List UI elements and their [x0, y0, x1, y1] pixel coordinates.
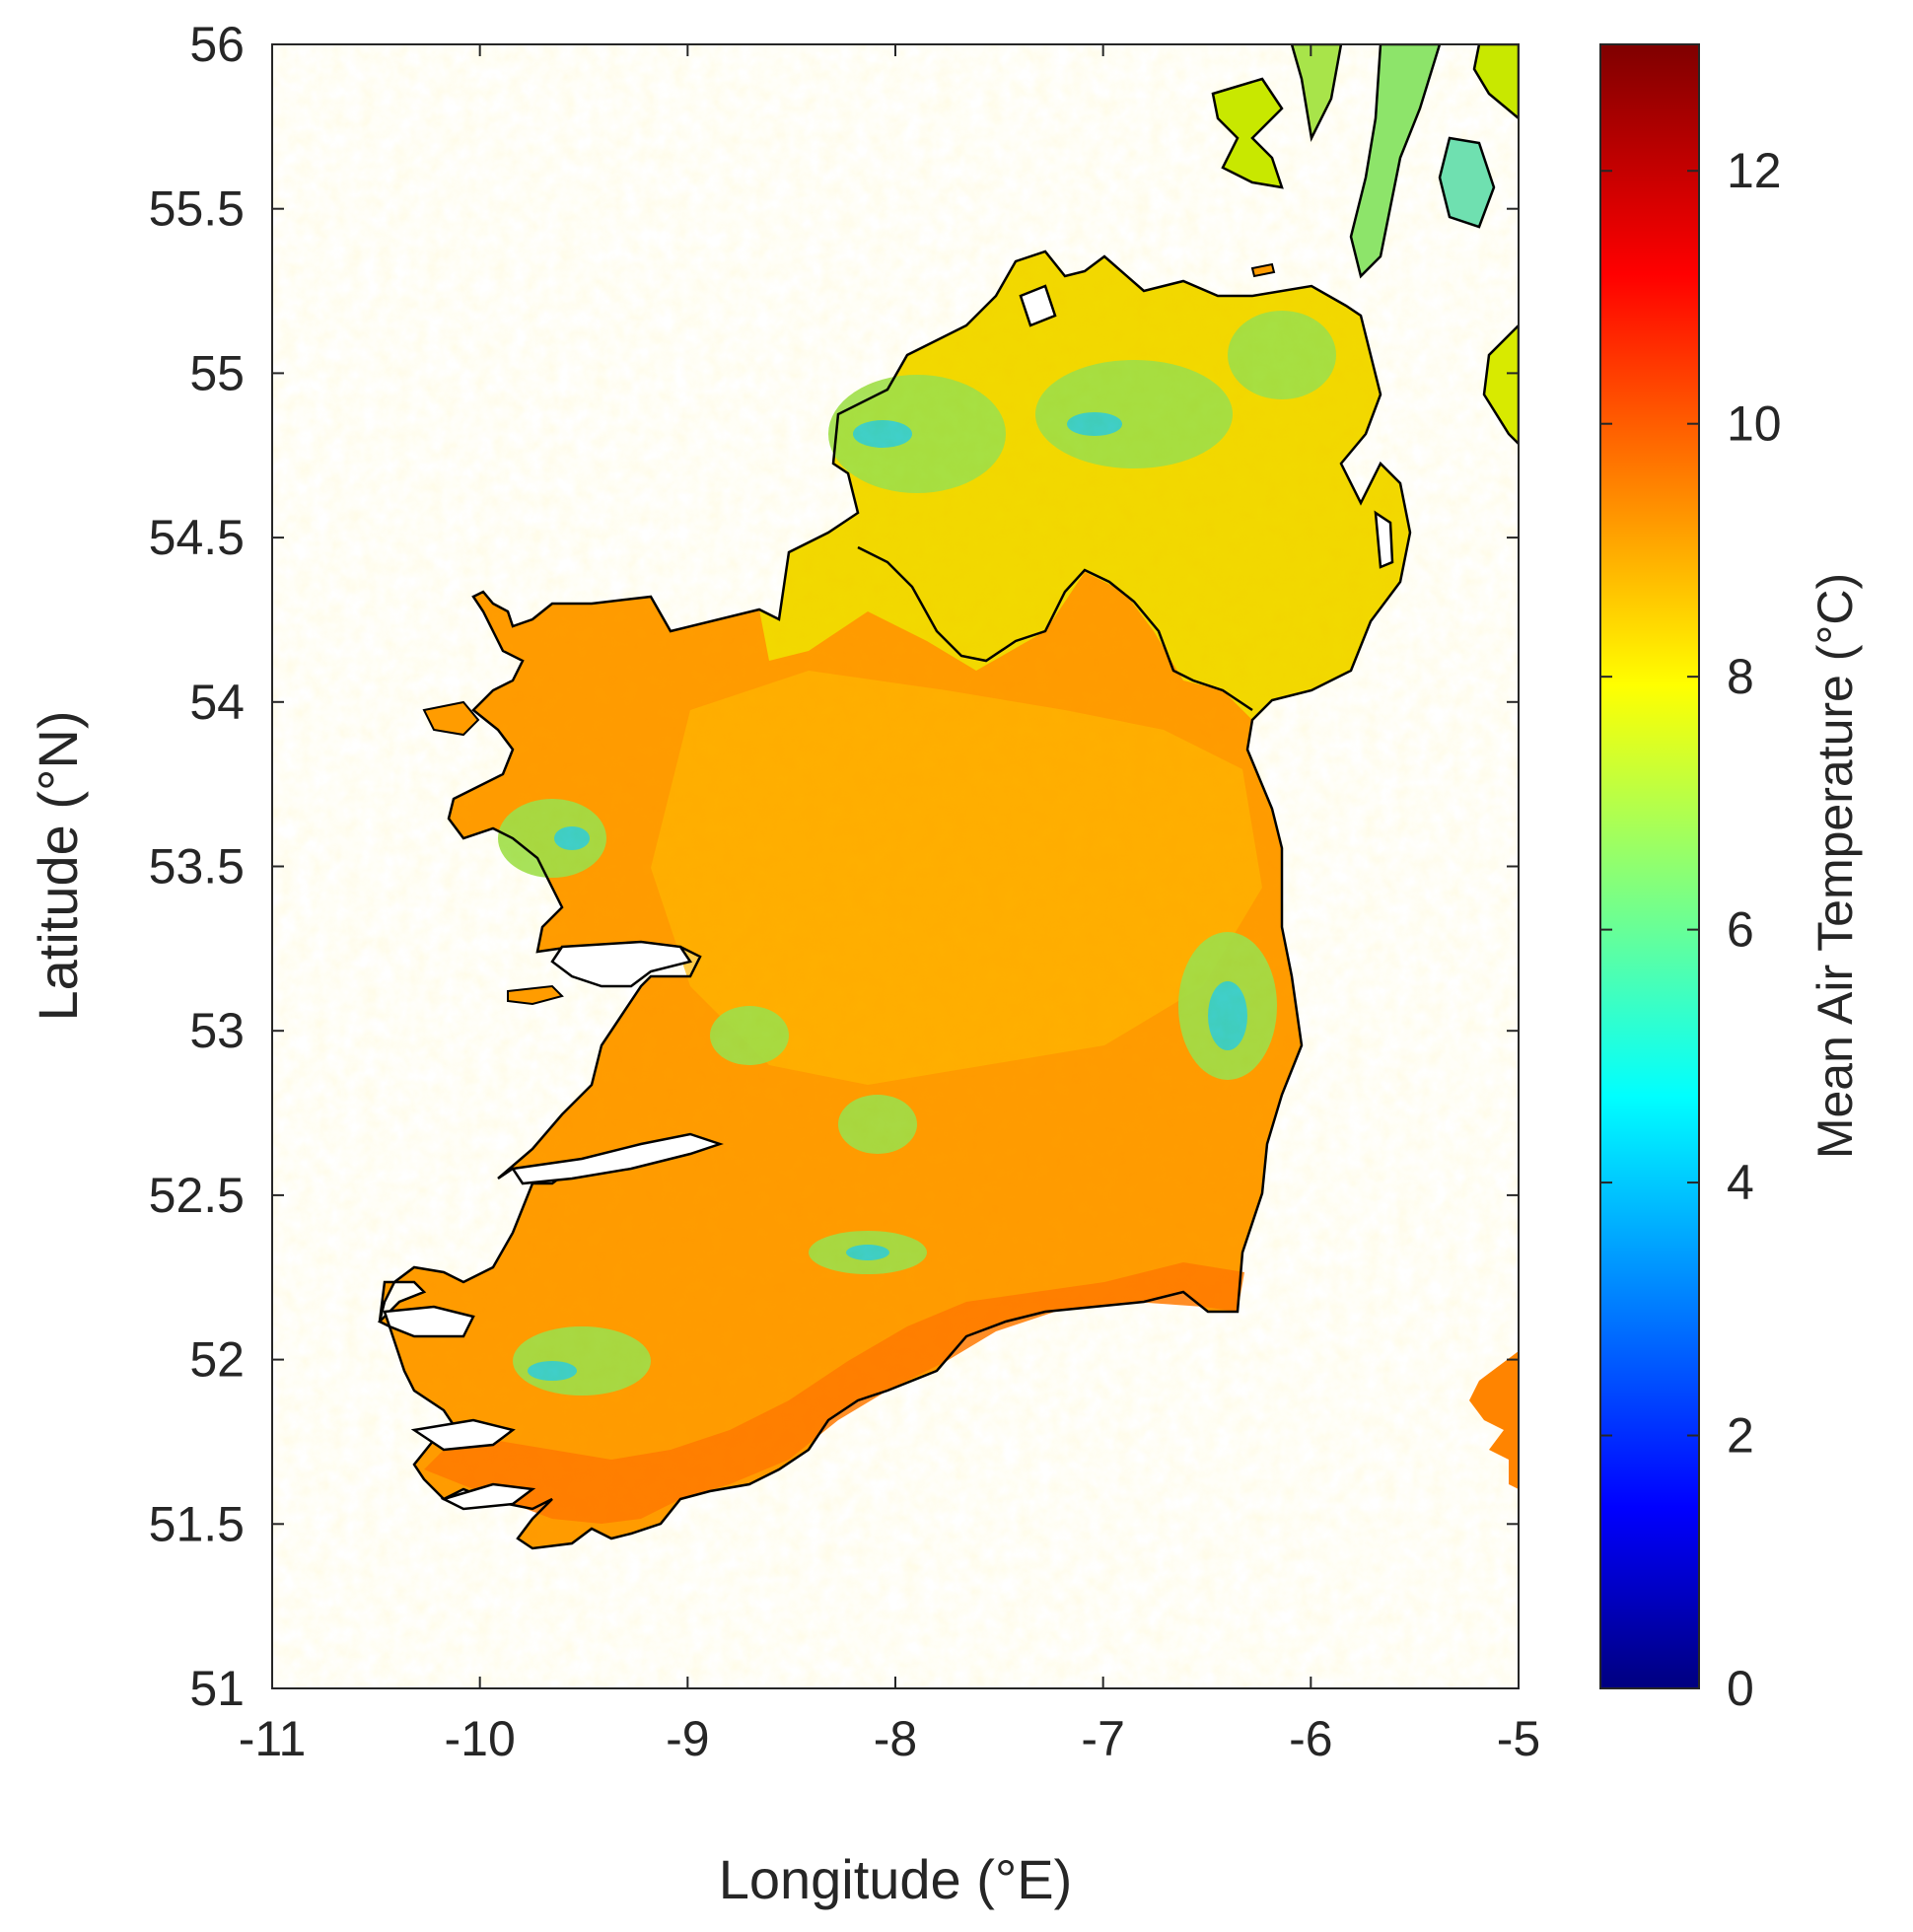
x-tick-label: -6	[1289, 1711, 1332, 1766]
y-tick-label: 55.5	[149, 181, 245, 237]
y-tick-label: 55	[189, 345, 245, 400]
colorbar-tick-label: 12	[1727, 143, 1782, 198]
y-tick-label: 53.5	[149, 839, 245, 894]
colorbar-tick-label: 6	[1727, 902, 1754, 958]
colorbar-tick-label: 0	[1727, 1661, 1754, 1716]
small-islands	[422, 262, 1276, 1006]
colorbar-tick-label: 2	[1727, 1408, 1754, 1464]
y-tick-label: 53	[189, 1003, 245, 1058]
wales-coast	[1469, 1351, 1519, 1489]
shannon-estuary	[510, 1132, 724, 1185]
colorbar-tick-label: 4	[1727, 1155, 1754, 1210]
ayrshire-coast	[1472, 44, 1519, 120]
x-tick-label: -5	[1497, 1711, 1540, 1766]
arran-island	[1438, 136, 1496, 229]
sea-inlets	[383, 284, 1394, 1511]
colorbar-gradient	[1599, 43, 1700, 1689]
x-axis: -11 -10 -9 -8 -7 -6 -5	[239, 44, 1540, 1766]
galway-bay	[550, 940, 693, 988]
y-axis-title: Latitude (°N)	[27, 711, 89, 1022]
x-tick-label: -11	[239, 1711, 307, 1766]
kintyre-peninsula	[1349, 44, 1442, 279]
y-tick-label: 52	[189, 1332, 245, 1388]
galloway-coast	[1482, 323, 1519, 446]
y-axis: 51 51.5 52 52.5 53 53.5 54 54.5 55 55.5 56	[149, 17, 1519, 1716]
y-tick-label: 51	[189, 1661, 245, 1716]
y-tick-label: 54.5	[149, 510, 245, 565]
colorbar-title: Mean Air Temperature (°C)	[1807, 573, 1863, 1159]
x-tick-label: -7	[1081, 1711, 1124, 1766]
achill-island	[422, 700, 480, 737]
x-tick-label: -8	[874, 1711, 917, 1766]
ireland-coastline	[377, 250, 1412, 1550]
x-tick-label: -9	[666, 1711, 709, 1766]
scotland-fragments	[1211, 44, 1519, 1489]
kenmare-bay	[410, 1418, 516, 1452]
colorbar-ticks: 0 2 4 6 8 10 12	[1600, 143, 1782, 1716]
northern-ireland-border	[857, 545, 1253, 712]
map-panel	[272, 44, 1519, 1688]
lough-foyle	[1019, 284, 1057, 327]
y-tick-label: 51.5	[149, 1496, 245, 1551]
islay-island	[1211, 77, 1284, 189]
ireland-landmass	[272, 44, 1519, 1688]
colorbar: 0 2 4 6 8 10 12 Mean Air Temperature (°C)	[1599, 43, 1863, 1716]
y-tick-label: 52.5	[149, 1168, 245, 1223]
y-tick-label: 54	[189, 675, 245, 730]
aran-islands	[507, 984, 564, 1006]
colorbar-tick-label: 8	[1727, 649, 1754, 704]
x-axis-title: Longitude (°E)	[719, 1848, 1073, 1910]
dingle-bay	[383, 1305, 475, 1338]
colorbar-tick-label: 10	[1727, 396, 1782, 452]
jura-island	[1290, 44, 1343, 142]
y-tick-label: 56	[189, 17, 245, 72]
strangford-lough	[1374, 510, 1394, 569]
x-tick-label: -10	[445, 1711, 516, 1766]
land-texture	[272, 44, 1519, 1688]
rathlin-island	[1250, 262, 1276, 278]
bantry-bay	[440, 1482, 536, 1511]
